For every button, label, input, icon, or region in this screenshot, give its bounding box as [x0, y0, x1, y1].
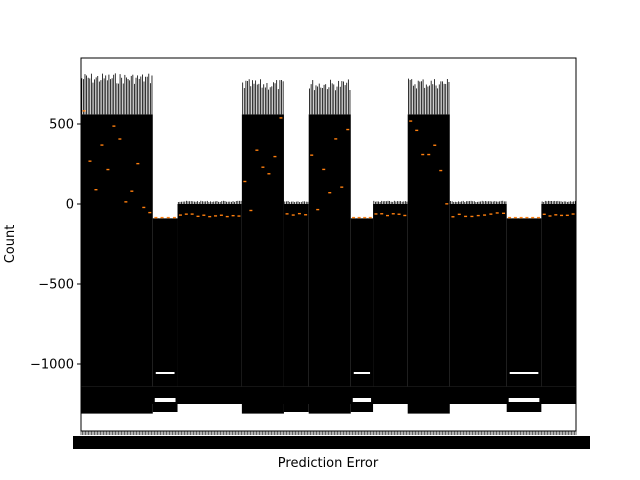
plot-frame — [80, 57, 577, 432]
box-body — [308, 114, 351, 387]
box-body — [449, 204, 507, 387]
box-body — [541, 204, 576, 387]
lower-band — [81, 386, 576, 404]
segment-group — [81, 73, 153, 414]
y-tick-label: 0 — [66, 198, 74, 213]
segment-group — [152, 216, 178, 412]
segment-group — [350, 216, 374, 412]
box-plot-marks — [81, 73, 576, 414]
box-body — [152, 218, 178, 387]
box-body — [373, 204, 408, 387]
box-body — [350, 218, 374, 387]
segment-group — [373, 200, 408, 404]
segment-group — [506, 216, 542, 412]
x-axis-label: Prediction Error — [278, 456, 379, 471]
x-tick-label-band — [73, 436, 590, 449]
whisker-gap — [508, 398, 540, 402]
segment-group — [241, 79, 284, 414]
box-body — [506, 218, 542, 387]
segment-group — [177, 200, 242, 404]
y-tick-label: −500 — [38, 278, 74, 293]
segment-group — [541, 200, 576, 404]
y-tick-label: 500 — [49, 118, 74, 133]
box-body — [81, 114, 153, 387]
y-axis-label: Count — [3, 225, 18, 264]
box-body — [241, 114, 284, 387]
box-body — [407, 114, 450, 387]
x-axis-ticks — [73, 431, 590, 449]
segment-group — [407, 78, 450, 414]
whisker-gap — [352, 398, 372, 402]
y-axis: 500 0 −500 −1000 — [30, 118, 81, 373]
whisker-gap — [154, 398, 176, 402]
y-tick-label: −1000 — [30, 358, 74, 373]
segment-group — [308, 79, 351, 414]
box-body — [283, 204, 309, 387]
box-body — [177, 204, 242, 387]
segment-group — [449, 200, 507, 404]
segment-group — [283, 200, 309, 412]
